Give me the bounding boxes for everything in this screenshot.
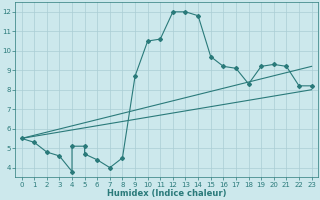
X-axis label: Humidex (Indice chaleur): Humidex (Indice chaleur) xyxy=(107,189,226,198)
